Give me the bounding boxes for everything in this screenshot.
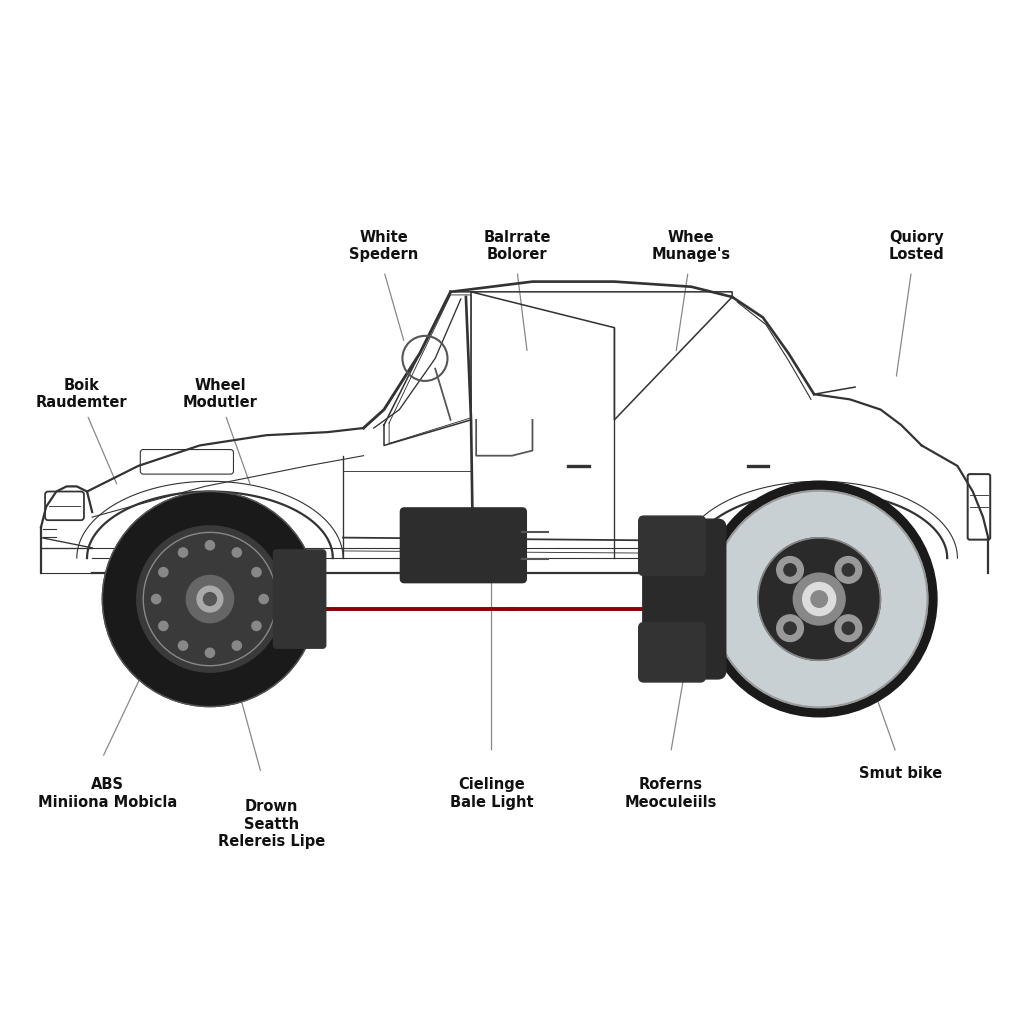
Circle shape bbox=[842, 622, 854, 634]
Circle shape bbox=[159, 622, 168, 631]
Circle shape bbox=[205, 541, 215, 550]
Text: Smut bike: Smut bike bbox=[859, 766, 943, 780]
Circle shape bbox=[259, 594, 268, 604]
Circle shape bbox=[784, 622, 797, 634]
Circle shape bbox=[137, 526, 283, 672]
Circle shape bbox=[835, 557, 861, 584]
Circle shape bbox=[204, 593, 216, 605]
Circle shape bbox=[152, 594, 161, 604]
Text: Boik
Raudemter: Boik Raudemter bbox=[36, 378, 128, 411]
Circle shape bbox=[701, 481, 937, 717]
Circle shape bbox=[252, 567, 261, 577]
Circle shape bbox=[232, 641, 242, 650]
Text: Cielinge
Bale Light: Cielinge Bale Light bbox=[450, 777, 534, 810]
Circle shape bbox=[178, 641, 187, 650]
FancyBboxPatch shape bbox=[400, 508, 526, 583]
Text: Roferns
Meoculeiils: Roferns Meoculeiils bbox=[625, 777, 717, 810]
Circle shape bbox=[197, 586, 223, 612]
Circle shape bbox=[784, 564, 797, 577]
Circle shape bbox=[803, 583, 836, 615]
Circle shape bbox=[811, 591, 827, 607]
Circle shape bbox=[711, 490, 928, 708]
Circle shape bbox=[758, 538, 881, 660]
Circle shape bbox=[777, 557, 804, 584]
Circle shape bbox=[186, 575, 233, 623]
Circle shape bbox=[842, 564, 854, 577]
Circle shape bbox=[232, 548, 242, 557]
FancyBboxPatch shape bbox=[639, 623, 706, 682]
Text: Quiory
Losted: Quiory Losted bbox=[889, 229, 944, 262]
Text: Balrrate
Bolorer: Balrrate Bolorer bbox=[483, 229, 551, 262]
Text: ABS
Miniiona Mobicla: ABS Miniiona Mobicla bbox=[38, 777, 177, 810]
Circle shape bbox=[178, 548, 187, 557]
Circle shape bbox=[835, 614, 861, 641]
Circle shape bbox=[205, 648, 215, 657]
Text: White
Spedern: White Spedern bbox=[349, 229, 419, 262]
Circle shape bbox=[777, 614, 804, 641]
Circle shape bbox=[252, 622, 261, 631]
Text: Drown
Seatth
Relereis Lipe: Drown Seatth Relereis Lipe bbox=[218, 800, 325, 849]
Text: Wheel
Modutler: Wheel Modutler bbox=[182, 378, 258, 411]
FancyBboxPatch shape bbox=[639, 516, 706, 575]
FancyBboxPatch shape bbox=[273, 550, 326, 648]
Circle shape bbox=[794, 573, 845, 625]
Text: Whee
Munage's: Whee Munage's bbox=[651, 229, 731, 262]
Circle shape bbox=[102, 492, 317, 707]
FancyBboxPatch shape bbox=[643, 519, 726, 679]
Circle shape bbox=[159, 567, 168, 577]
